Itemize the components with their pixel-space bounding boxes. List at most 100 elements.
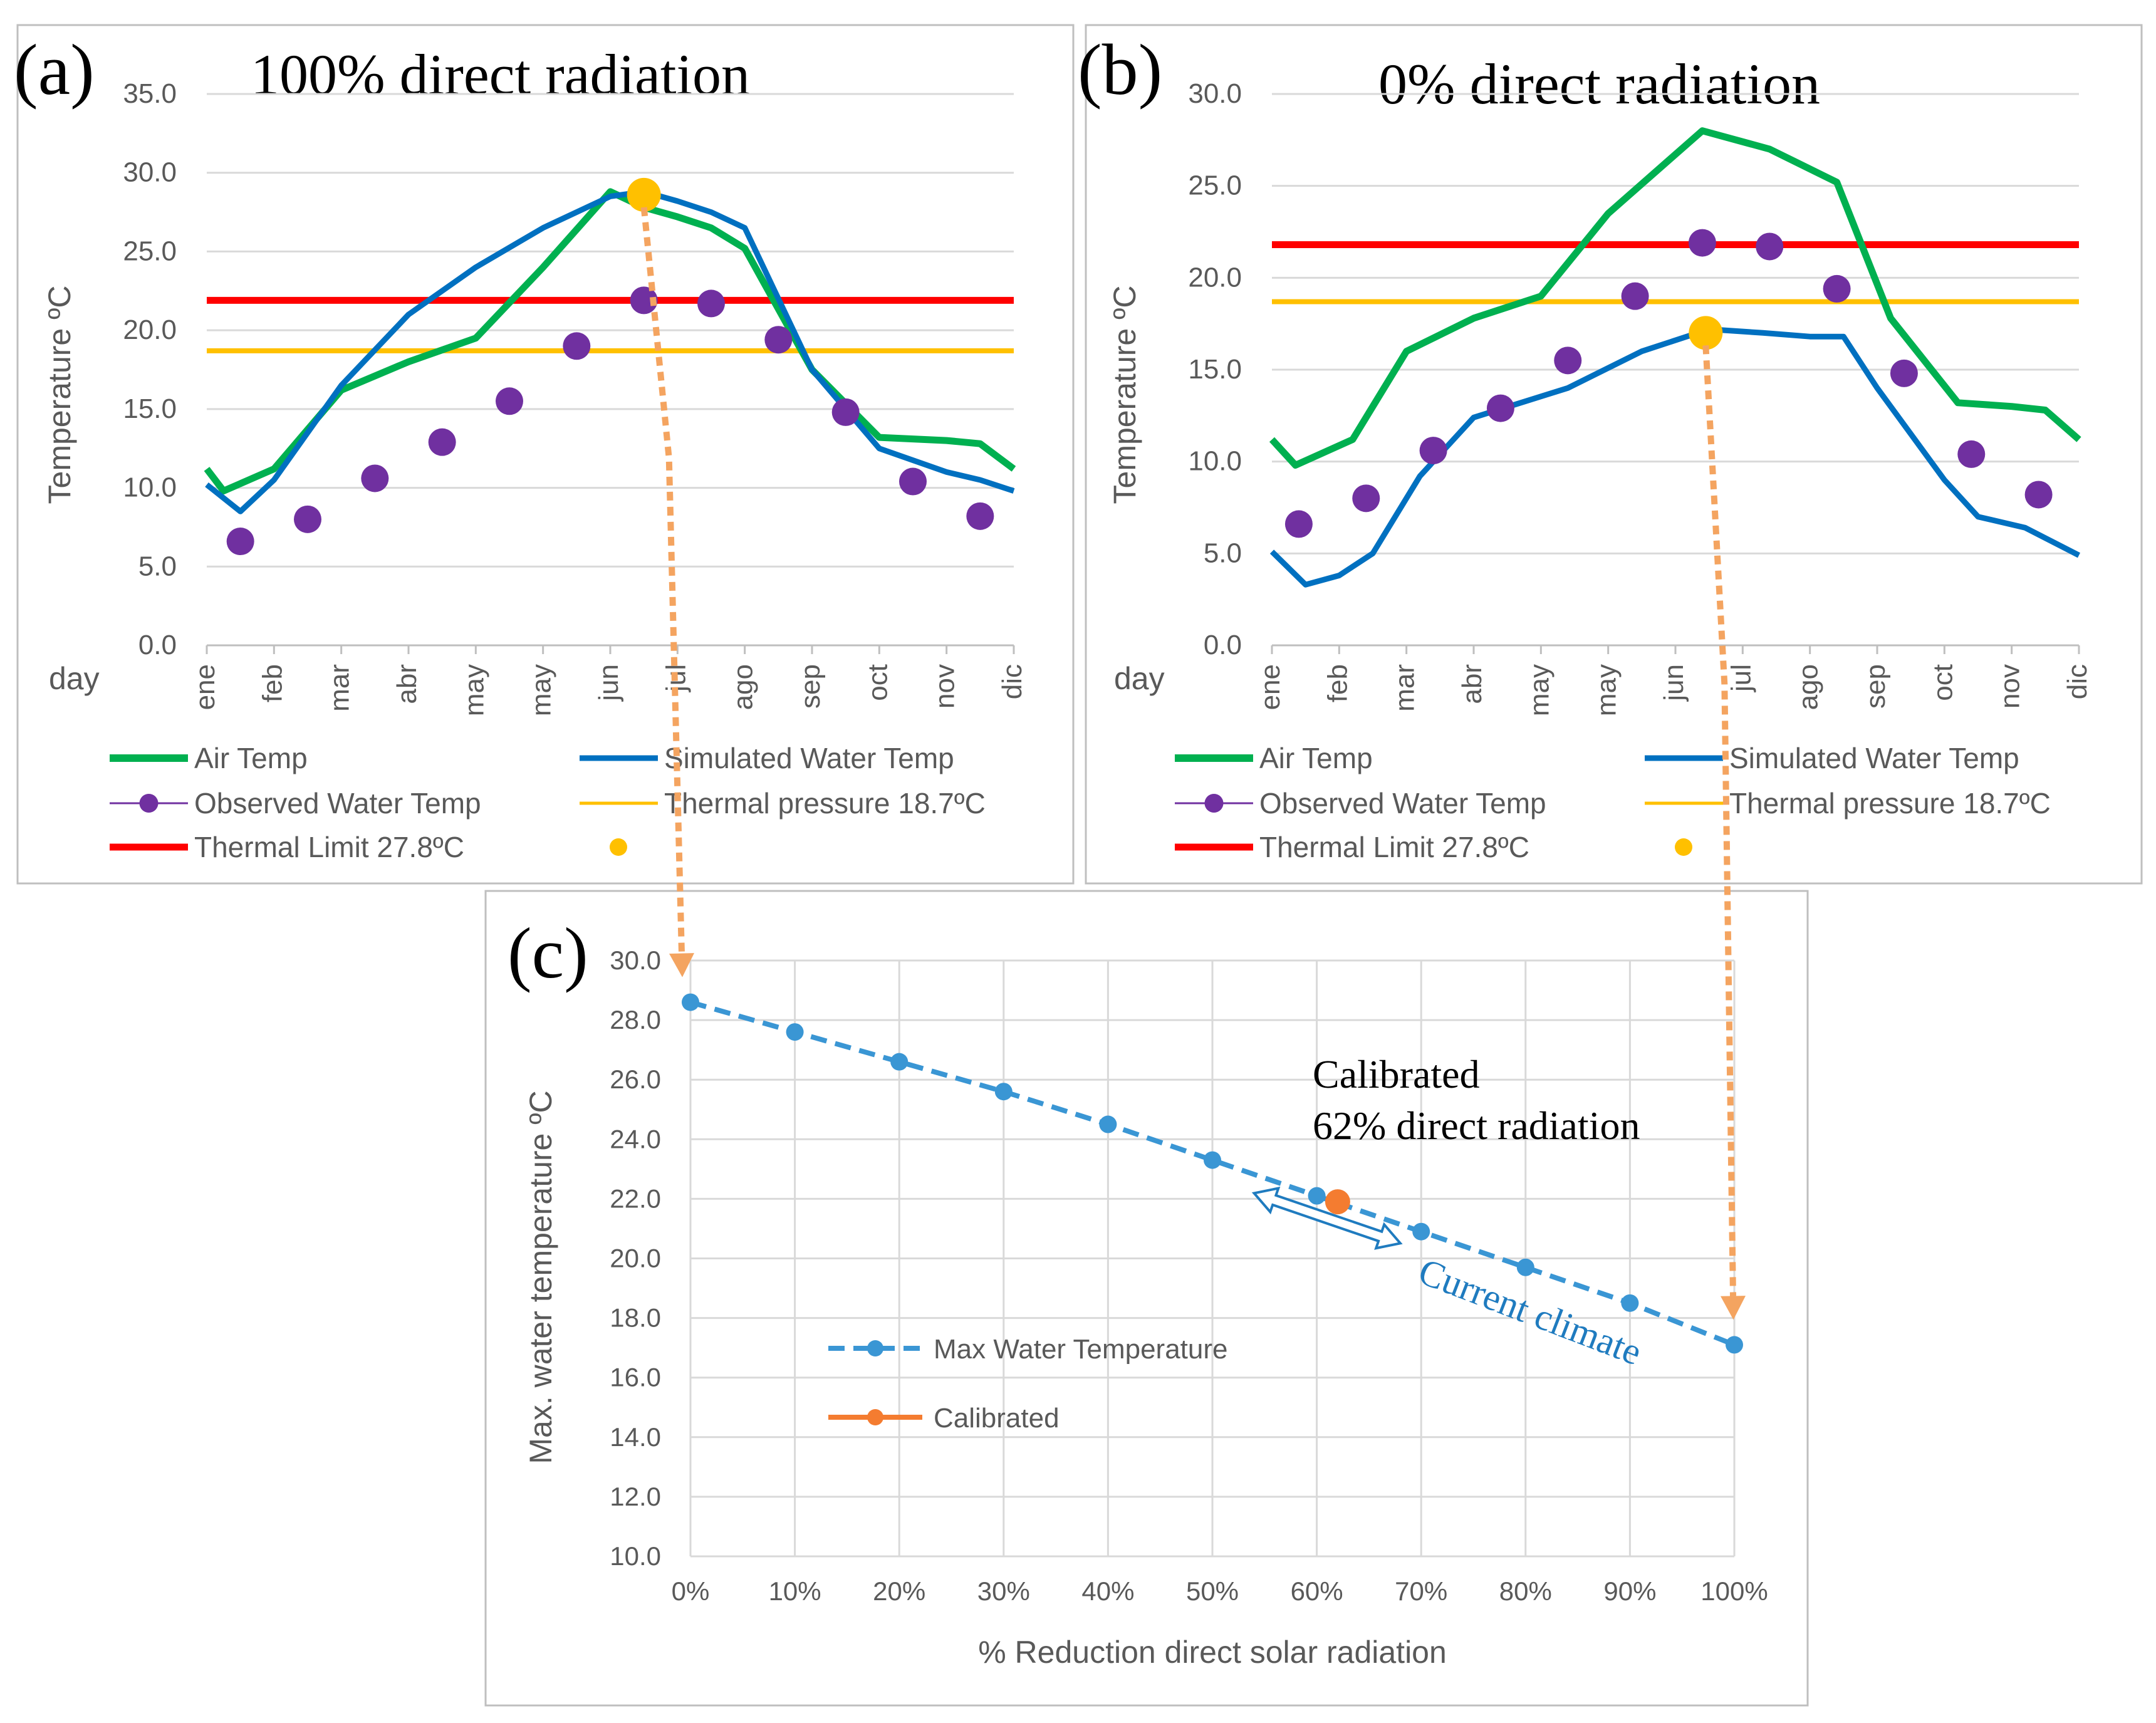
x-tick-label: may xyxy=(1524,664,1555,716)
x-tick-label: jun xyxy=(1659,664,1689,702)
max-simulated-marker xyxy=(627,177,661,212)
y-tick-label: 0.0 xyxy=(1204,630,1242,660)
observed-water-temp-point xyxy=(966,502,994,530)
y-tick-label: 0.0 xyxy=(138,630,177,660)
x-tick-label: 20% xyxy=(873,1576,925,1606)
chart-b: 0.0 5.0 10.0 15.0 20.0 25.0 30.0 ene feb mar abr ma… xyxy=(1107,78,2093,863)
legend-label: Air Temp xyxy=(194,742,308,774)
max-water-temp-point xyxy=(994,1083,1013,1101)
legend-label: Thermal pressure 18.7ºC xyxy=(664,787,986,820)
observed-water-temp-point xyxy=(361,464,389,492)
x-tick-label: dic xyxy=(997,664,1028,699)
y-tick-label: 10.0 xyxy=(1188,446,1242,477)
y-tick-label: 14.0 xyxy=(610,1422,661,1452)
y-tick-label: 15.0 xyxy=(1188,354,1242,385)
legend-label: Thermal Limit 27.8ºC xyxy=(1259,831,1529,863)
observed-water-temp-point xyxy=(697,289,725,318)
x-tick-label: oct xyxy=(1927,664,1958,701)
y-tick-label: 28.0 xyxy=(610,1005,661,1034)
observed-water-temp-point xyxy=(899,467,927,496)
y-tick-label: 10.0 xyxy=(610,1541,661,1571)
connector-a-to-c-head xyxy=(669,953,694,977)
legend-swatch-obs-dot xyxy=(1204,794,1224,813)
x-tick-label: 70% xyxy=(1395,1576,1447,1606)
x-axis-label: % Reduction direct solar radiation xyxy=(978,1635,1447,1670)
x-tick-label: 40% xyxy=(1081,1576,1134,1606)
x-tick-label: 60% xyxy=(1291,1576,1343,1606)
legend-label: Observed Water Temp xyxy=(194,787,481,820)
calibrated-annotation: Calibrated xyxy=(1313,1052,1480,1096)
y-tick-label: 18.0 xyxy=(610,1303,661,1333)
x-tick-label: jul xyxy=(1726,664,1756,693)
legend-label: Max Water Temperature xyxy=(934,1334,1228,1365)
x-tick-label: 100% xyxy=(1700,1576,1768,1606)
max-water-temp-point xyxy=(786,1023,804,1041)
max-water-temp-point xyxy=(1516,1258,1534,1276)
panel-b-title: 0% direct radiation xyxy=(1378,52,1820,116)
y-tick-label: 35.0 xyxy=(123,78,177,109)
x-axis-label: day xyxy=(1114,661,1165,696)
observed-water-temp-point xyxy=(764,326,793,354)
y-tick-label: 22.0 xyxy=(610,1184,661,1213)
x-tick-label: ene xyxy=(190,664,221,710)
y-axis-label: Temperature ºC xyxy=(1107,286,1142,504)
x-tick-label: abr xyxy=(1457,664,1487,704)
observed-water-temp-point xyxy=(1352,484,1380,513)
x-tick-label: 10% xyxy=(769,1576,821,1606)
y-tick-label: 20.0 xyxy=(1188,262,1242,293)
x-tick-label: nov xyxy=(1995,664,2026,709)
y-tick-label: 20.0 xyxy=(610,1244,661,1273)
max-water-temp-point xyxy=(1099,1115,1117,1133)
max-water-temp-point xyxy=(682,993,699,1011)
connector-arrows xyxy=(640,207,1746,1320)
panel-c-label: (c) xyxy=(508,914,588,994)
max-water-temp-point xyxy=(1204,1151,1221,1169)
y-tick-label: 16.0 xyxy=(610,1363,661,1392)
legend-label: Calibrated xyxy=(934,1403,1060,1434)
observed-water-temp-point xyxy=(1554,346,1582,375)
x-tick-label: dic xyxy=(2062,664,2093,699)
air-temp-line xyxy=(1269,127,2081,469)
y-tick-label: 15.0 xyxy=(123,393,177,424)
panel-b-label: (b) xyxy=(1078,30,1162,110)
x-tick-label: abr xyxy=(392,664,422,704)
observed-water-temp-point xyxy=(428,428,456,456)
x-tick-label: mar xyxy=(325,664,355,712)
legend-swatch-obs-dot xyxy=(139,794,159,813)
panel-a-label: (a) xyxy=(14,30,95,110)
x-tick-label: may xyxy=(1591,664,1622,716)
y-tick-label: 30.0 xyxy=(610,945,661,975)
panel-c-frame xyxy=(484,890,1809,1707)
observed-water-temp-point xyxy=(630,286,658,315)
calibrated-annotation: 62% direct radiation xyxy=(1313,1103,1640,1148)
observed-water-temp-point xyxy=(294,505,321,533)
chart-c: 10.0 12.0 14.0 16.0 18.0 20.0 22.0 24.0 26.0 28.0… xyxy=(523,945,1768,1670)
observed-water-temp-point xyxy=(1688,229,1716,257)
y-tick-label: 26.0 xyxy=(610,1065,661,1094)
legend-swatch-marker xyxy=(610,838,627,856)
x-tick-label: 0% xyxy=(672,1576,710,1606)
max-simulated-marker xyxy=(1689,316,1723,350)
max-water-temp-point xyxy=(1726,1336,1743,1354)
max-water-temp-point xyxy=(890,1053,909,1071)
x-tick-label: 90% xyxy=(1603,1576,1656,1606)
observed-water-temp-point xyxy=(1419,437,1447,465)
max-water-temp-point xyxy=(1308,1187,1326,1205)
y-tick-label: 5.0 xyxy=(1204,538,1242,568)
y-tick-label: 10.0 xyxy=(123,472,177,503)
legend-label: Simulated Water Temp xyxy=(664,742,954,774)
y-tick-label: 12.0 xyxy=(610,1482,661,1511)
observed-water-temp-point xyxy=(1756,232,1784,261)
y-tick-label: 30.0 xyxy=(1188,78,1242,109)
y-tick-label: 30.0 xyxy=(123,157,177,188)
connector-a-to-c xyxy=(640,207,685,954)
x-tick-label: ago xyxy=(728,664,759,710)
chart-a: 0.0 5.0 10.0 15.0 20.0 25.0 30.0 35.0 ene feb mar a… xyxy=(42,78,1028,863)
x-tick-label: may xyxy=(459,664,489,716)
connector-b-to-c xyxy=(1702,345,1736,1296)
x-tick-label: feb xyxy=(257,664,288,702)
legend-swatch-calibrated-dot xyxy=(867,1409,883,1425)
max-water-temp-line xyxy=(689,999,1736,1348)
x-tick-label: oct xyxy=(862,664,893,701)
